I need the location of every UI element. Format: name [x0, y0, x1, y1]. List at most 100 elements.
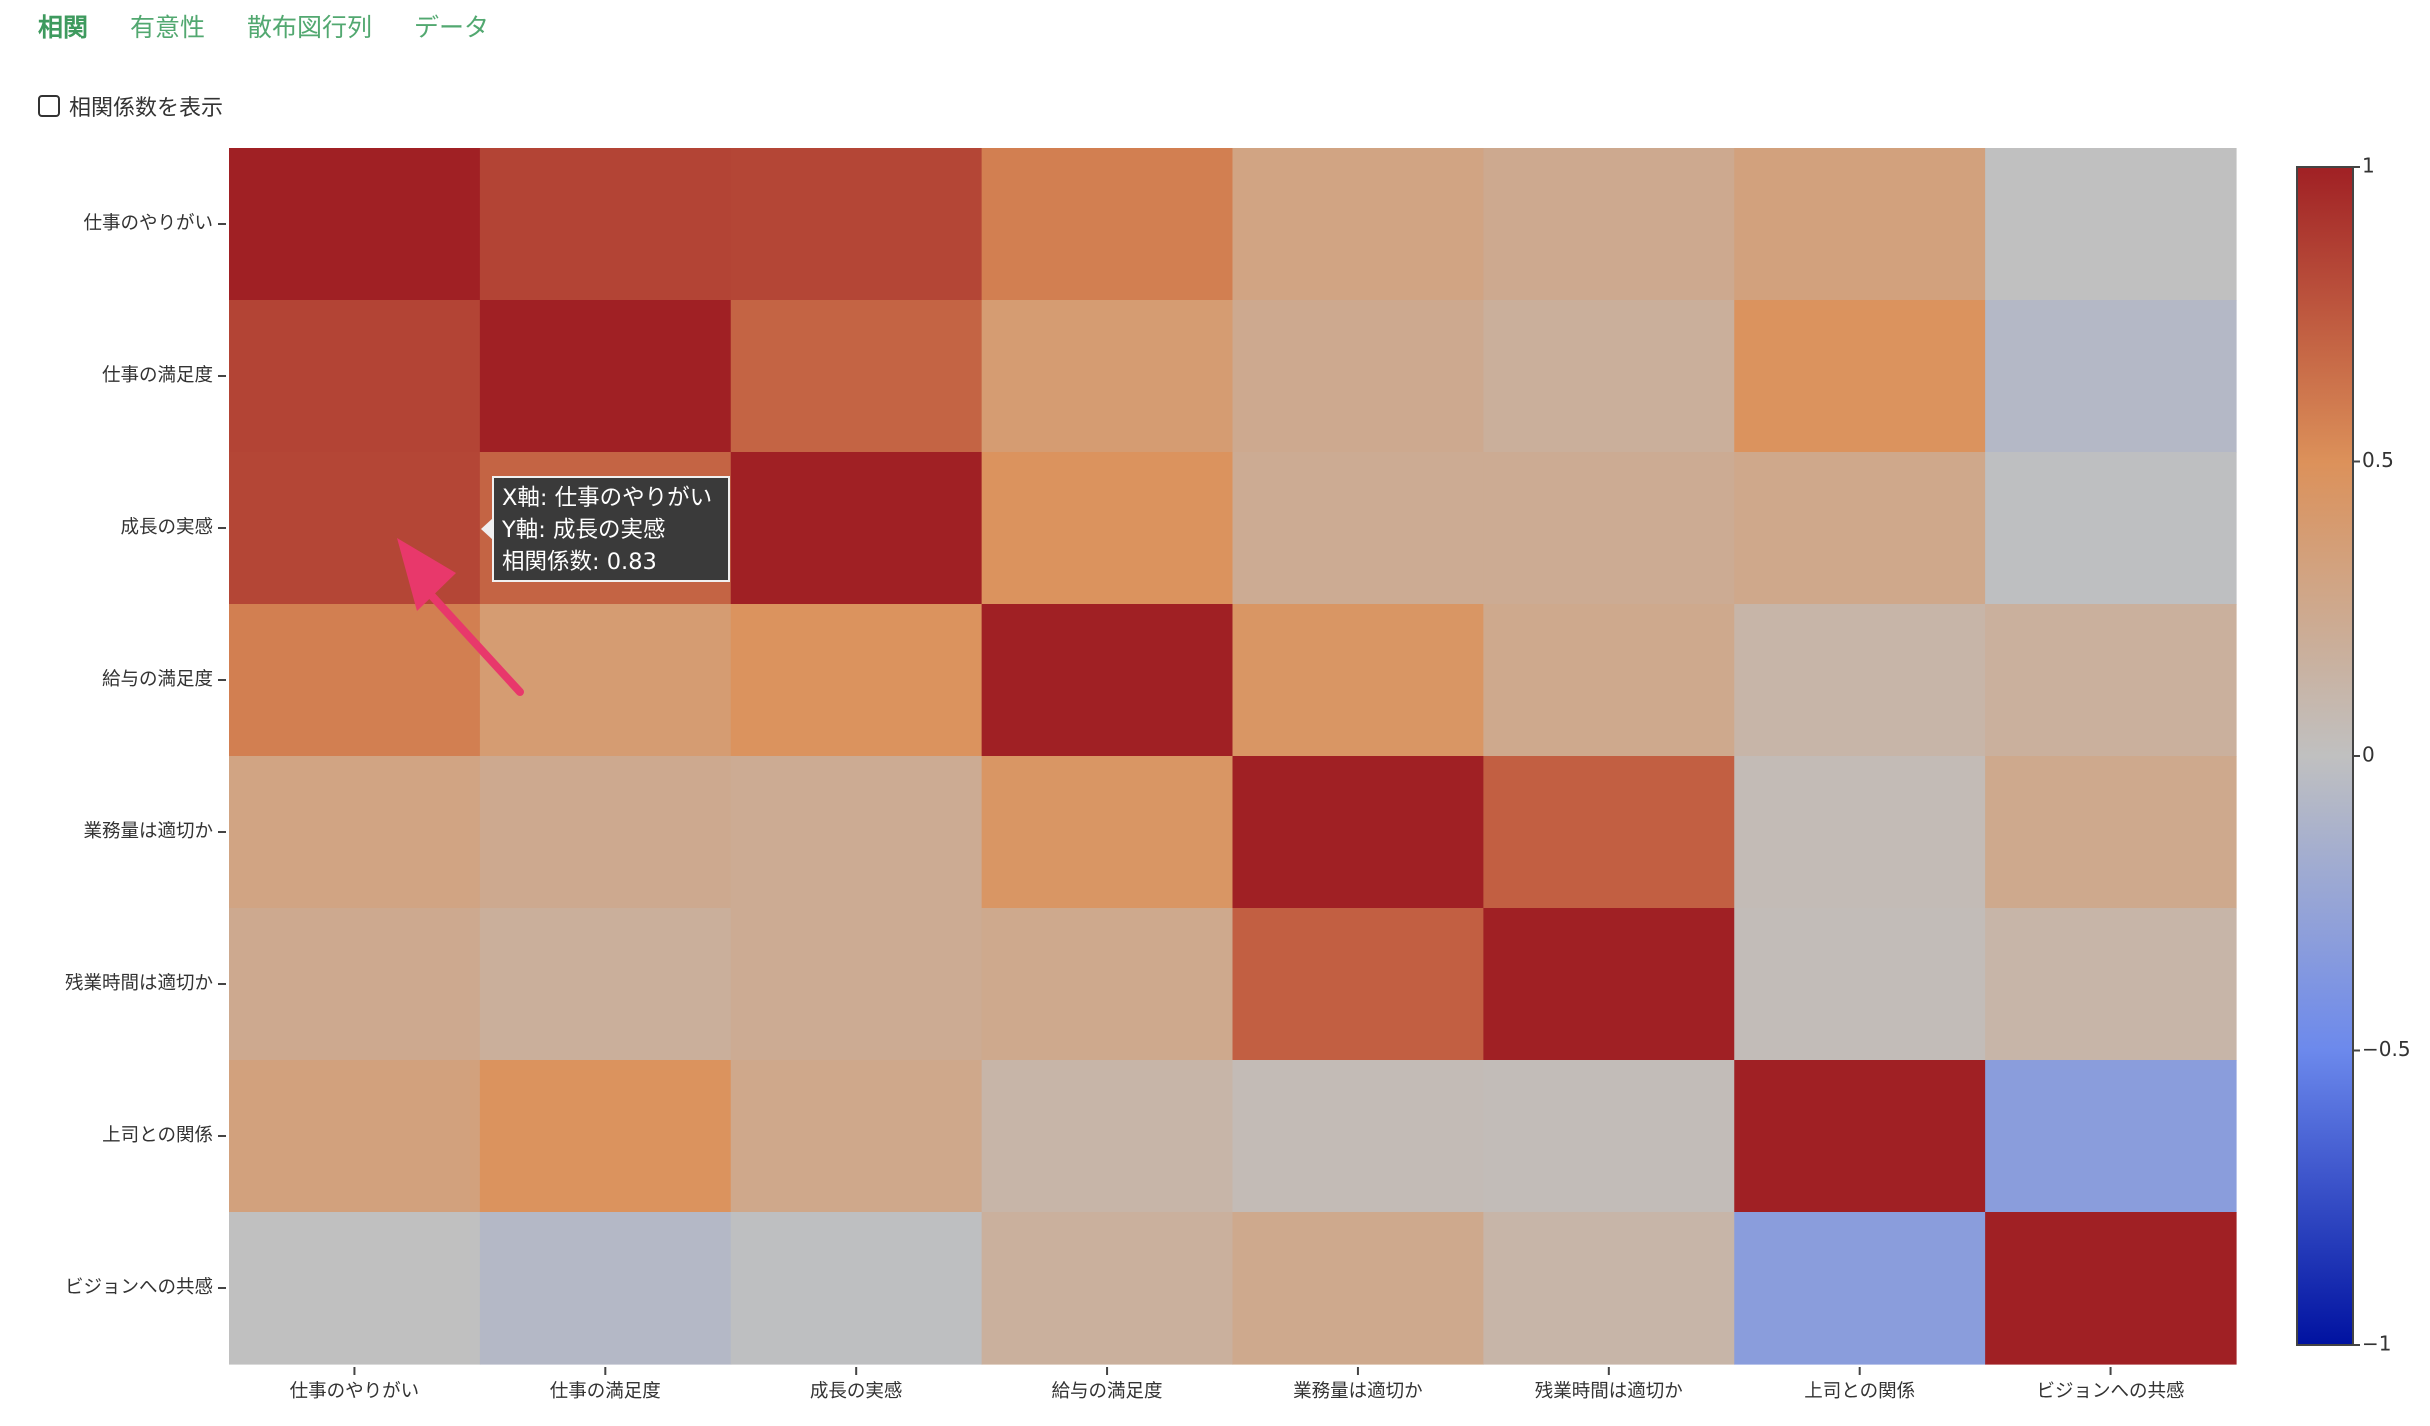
- heatmap-cell: [1232, 1060, 1484, 1213]
- x-axis-tick-label: 仕事の満足度: [550, 1381, 661, 1402]
- heatmap-cell: [981, 604, 1234, 757]
- heatmap-cell: [1734, 452, 1986, 605]
- x-axis-tick-label: 仕事のやりがい: [290, 1381, 420, 1402]
- heatmap-cell: [1232, 908, 1484, 1061]
- heatmap-cell: [1985, 604, 2237, 757]
- heatmap-cell: [730, 148, 983, 301]
- heatmap-cell: [479, 300, 732, 453]
- heatmap-cell: [1985, 1060, 2237, 1213]
- heatmap-cell: [1985, 452, 2237, 605]
- show-coefficients-checkbox[interactable]: [38, 95, 60, 117]
- heatmap-cell: [229, 756, 481, 909]
- y-axis-tick-label: 上司との関係: [102, 1125, 213, 1146]
- tab-correlation[interactable]: 相関: [38, 13, 89, 42]
- tooltip-pointer: [481, 518, 493, 540]
- heatmap-cell: [981, 1212, 1234, 1365]
- tab-scatter-matrix[interactable]: 散布図行列: [247, 13, 373, 42]
- heatmap-cell: [479, 1060, 732, 1213]
- x-axis-tick-label: ビジョンへの共感: [2037, 1381, 2185, 1402]
- heatmap-cell: [1483, 452, 1735, 605]
- heatmap-cell: [1985, 300, 2237, 453]
- heatmap-cell: [1483, 1060, 1735, 1213]
- heatmap-cell: [981, 908, 1234, 1061]
- heatmap-cell: [981, 148, 1234, 301]
- x-axis-tick-label: 成長の実感: [810, 1381, 903, 1402]
- heatmap-cell: [1232, 604, 1484, 757]
- y-axis-tick-label: 業務量は適切か: [83, 821, 213, 842]
- heatmap-cell: [981, 756, 1234, 909]
- heatmap-cell: [730, 452, 983, 605]
- colorbar-tick-label: 0: [2362, 743, 2375, 767]
- heatmap-cell: [730, 756, 983, 909]
- y-axis-tick-label: 仕事のやりがい: [83, 213, 213, 234]
- y-axis-tick-label: 成長の実感: [120, 517, 213, 538]
- heatmap-cell: [479, 1212, 732, 1365]
- heatmap-cell: [1483, 604, 1735, 757]
- heatmap-cell: [730, 1060, 983, 1213]
- colorbar-tick-label: −1: [2362, 1332, 2391, 1356]
- colorbar-tick-label: 0.5: [2362, 448, 2394, 472]
- heatmap-cell: [730, 300, 983, 453]
- heatmap-cell: [1734, 148, 1986, 301]
- heatmap-cell: [479, 148, 732, 301]
- annotation-arrow-shaft: [428, 592, 524, 696]
- heatmap-cell: [1232, 148, 1484, 301]
- heatmap-cell: [1483, 148, 1735, 301]
- heatmap-cell: [1985, 756, 2237, 909]
- heatmap-cell: [1483, 908, 1735, 1061]
- y-axis-tick-label: ビジョンへの共感: [65, 1277, 213, 1298]
- hover-tooltip: X軸: 仕事のやりがい Y軸: 成長の実感 相関係数: 0.83: [481, 476, 730, 582]
- annotation-arrow-head: [397, 538, 456, 611]
- heatmap-cell: [479, 604, 732, 757]
- heatmap-cell: [1734, 300, 1986, 453]
- heatmap-cell: [1232, 300, 1484, 453]
- heatmap-cell: [229, 1212, 481, 1365]
- heatmap-cell: [1734, 1212, 1986, 1365]
- heatmap-cell: [479, 756, 732, 909]
- heatmap-cell: [730, 604, 983, 757]
- heatmap-cell: [730, 908, 983, 1061]
- x-axis-tick-label: 給与の満足度: [1052, 1381, 1163, 1402]
- heatmap-cell: [1734, 908, 1986, 1061]
- tooltip-coefficient: 相関係数: 0.83: [502, 549, 657, 575]
- tab-bar: 相関 有意性 散布図行列 データ: [38, 6, 531, 46]
- heatmap-cell: [981, 1060, 1234, 1213]
- heatmap-cell: [229, 300, 481, 453]
- heatmap-cell: [1734, 756, 1986, 909]
- heatmap-cell: [1985, 148, 2237, 301]
- heatmap-cell: [229, 1060, 481, 1213]
- heatmap-cell: [1734, 1060, 1986, 1213]
- heatmap-cell: [1985, 908, 2237, 1061]
- heatmap-cell: [981, 452, 1234, 605]
- heatmap-cell: [1232, 452, 1484, 605]
- y-axis-tick-label: 仕事の満足度: [102, 365, 213, 386]
- heatmap-cell: [229, 148, 481, 301]
- tooltip-x-axis: X軸: 仕事のやりがい: [502, 485, 713, 511]
- tab-data[interactable]: データ: [414, 13, 490, 42]
- heatmap-cell: [229, 908, 481, 1061]
- colorbar-tick-label: −0.5: [2362, 1037, 2411, 1061]
- heatmap-cell: [1483, 1212, 1735, 1365]
- heatmap-cell: [229, 604, 481, 757]
- heatmap-cell: [1232, 756, 1484, 909]
- x-axis-tick-label: 残業時間は適切か: [1535, 1381, 1683, 1402]
- colorbar: [2296, 166, 2354, 1346]
- heatmap-cell: [1232, 1212, 1484, 1365]
- show-coefficients-option[interactable]: 相関係数を表示: [38, 90, 223, 122]
- tab-significance[interactable]: 有意性: [130, 13, 206, 42]
- heatmap-cell: [1483, 756, 1735, 909]
- heatmap-cell: [730, 1212, 983, 1365]
- tooltip-y-axis: Y軸: 成長の実感: [502, 517, 666, 543]
- y-axis-tick-label: 残業時間は適切か: [65, 973, 213, 994]
- x-axis-tick-label: 上司との関係: [1804, 1381, 1915, 1402]
- x-axis-tick-label: 業務量は適切か: [1293, 1381, 1423, 1402]
- heatmap-cell: [1734, 604, 1986, 757]
- y-axis-tick-label: 給与の満足度: [102, 669, 213, 690]
- show-coefficients-label: 相関係数を表示: [69, 96, 224, 121]
- heatmap-cell: [1985, 1212, 2237, 1365]
- heatmap-cell: [1483, 300, 1735, 453]
- heatmap-cell: [479, 908, 732, 1061]
- heatmap-cell: [981, 300, 1234, 453]
- colorbar-tick-label: 1: [2362, 154, 2375, 178]
